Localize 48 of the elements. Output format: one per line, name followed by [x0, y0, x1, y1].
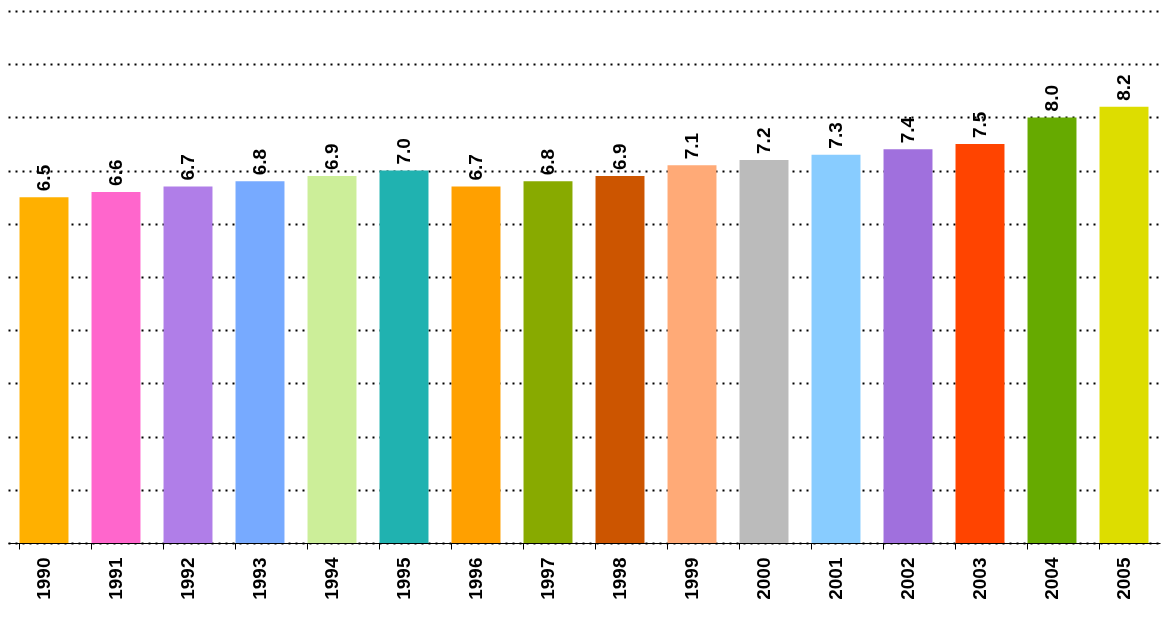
x-tick-label: 1994 [321, 557, 342, 600]
x-tick-label: 2005 [1113, 557, 1134, 600]
data-label: 8.0 [1041, 84, 1062, 112]
data-label: 7.5 [969, 111, 990, 138]
x-tick-label: 1991 [105, 557, 126, 600]
x-tick-label: 1990 [33, 557, 54, 600]
data-label: 7.0 [393, 138, 414, 165]
data-label: 6.9 [609, 143, 630, 170]
bar [451, 186, 501, 543]
x-tick-label: 1995 [393, 557, 414, 600]
x-tick-label: 2003 [969, 557, 990, 600]
data-label: 8.2 [1113, 74, 1134, 101]
x-tick-label: 2004 [1041, 557, 1062, 600]
data-label: 7.4 [897, 116, 918, 144]
x-tick-label: 1993 [249, 557, 270, 600]
data-label: 7.3 [825, 122, 846, 149]
data-label: 6.7 [465, 154, 486, 181]
data-label: 6.8 [249, 148, 270, 176]
bar [19, 197, 69, 543]
x-tick-label: 1999 [681, 557, 702, 600]
bar [379, 170, 429, 543]
x-tick-label: 1992 [177, 557, 198, 600]
x-tick-label: 2002 [897, 557, 918, 600]
data-label: 7.1 [681, 132, 702, 160]
bar [1027, 117, 1077, 543]
x-tick-label: 1997 [537, 557, 558, 600]
data-label: 6.6 [105, 159, 126, 186]
data-label: 6.9 [321, 143, 342, 170]
bar [235, 181, 285, 543]
bar [883, 149, 933, 543]
data-label: 6.7 [177, 154, 198, 181]
bar [523, 181, 573, 543]
bar [1099, 106, 1149, 543]
x-tick-label: 1996 [465, 557, 486, 600]
bar [739, 159, 789, 543]
x-tick-label: 2001 [825, 557, 846, 600]
data-label: 6.8 [537, 148, 558, 176]
data-label: 7.2 [753, 127, 774, 154]
bar [163, 186, 213, 543]
data-label: 6.5 [33, 164, 54, 192]
bar [307, 175, 357, 543]
bar [667, 165, 717, 543]
bar [811, 154, 861, 543]
x-tick-label: 1998 [609, 557, 630, 600]
bar [91, 191, 141, 543]
bar [595, 175, 645, 543]
bar [955, 144, 1005, 543]
x-tick-label: 2000 [753, 557, 774, 600]
